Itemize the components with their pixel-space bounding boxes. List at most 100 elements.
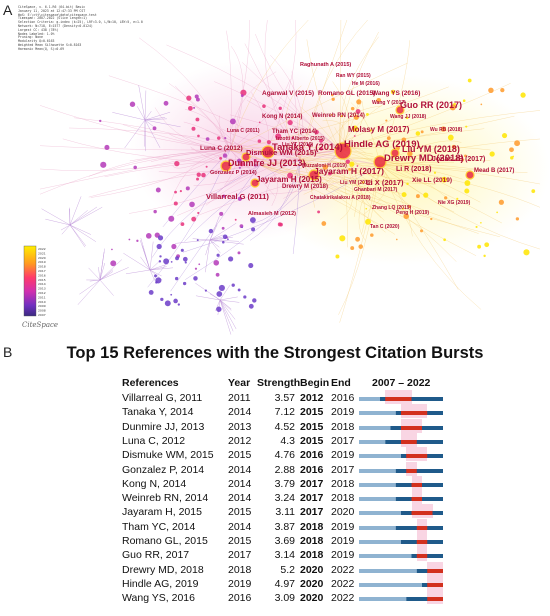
network-node [168, 215, 175, 222]
network-node [160, 297, 164, 302]
network-edge [229, 19, 250, 151]
network-edge [229, 149, 300, 161]
network-edge [292, 159, 301, 254]
network-edge [339, 19, 342, 151]
network-node [365, 112, 369, 116]
network-edge [144, 117, 166, 121]
network-edge [209, 234, 224, 241]
network-node [345, 159, 350, 164]
network-edge [209, 239, 244, 245]
network-edge [299, 19, 368, 161]
network-edge [299, 159, 315, 208]
network-node [441, 176, 448, 183]
network-node [155, 187, 161, 193]
burst-table-row: Dunmire JJ, 2013 2013 4.52 2015 2018 [0, 418, 550, 435]
network-node [157, 235, 164, 241]
end-cell: 2020 [331, 506, 355, 519]
reference-cell: Gonzalez P, 2014 [122, 463, 205, 476]
burst-table-row: Gonzalez P, 2014 2014 2.88 2016 2017 [0, 461, 550, 478]
network-edge [259, 164, 279, 206]
network-edge [299, 158, 383, 183]
network-node [129, 101, 136, 107]
strength-cell: 4.97 [274, 577, 295, 590]
network-node [99, 119, 102, 123]
network-node [217, 136, 221, 140]
end-cell: 2018 [331, 492, 355, 505]
network-node [464, 154, 467, 158]
pre-publication-segment [359, 468, 396, 473]
reference-cell: Jayaram H, 2015 [122, 506, 202, 519]
network-node [104, 144, 110, 151]
network-node [241, 226, 243, 229]
network-node [327, 171, 332, 176]
network-node [111, 248, 113, 251]
network-edge [170, 164, 261, 292]
network-node [365, 207, 368, 210]
network-node [216, 306, 222, 312]
network-node [179, 190, 182, 193]
node-label: Peng H (2019) [396, 210, 429, 216]
network-node [240, 94, 244, 98]
network-node [376, 97, 382, 103]
begin-cell: 2018 [300, 549, 324, 562]
network-node [278, 106, 282, 111]
burst-timeline [359, 397, 443, 401]
pre-publication-segment [359, 482, 396, 487]
burst-timeline [359, 497, 443, 502]
network-edge [139, 37, 231, 151]
header-end: End [331, 377, 351, 389]
legend-year-label: 2007 [38, 313, 46, 317]
network-node [216, 291, 223, 297]
network-node [128, 238, 131, 241]
network-edge [299, 159, 477, 256]
network-edge [277, 149, 341, 156]
network-edge [219, 299, 240, 303]
year-cell: 2014 [228, 477, 252, 490]
node-label: Chatakirikalakou A (2018) [310, 195, 371, 201]
network-node [100, 161, 107, 168]
network-node [228, 256, 234, 262]
network-node [340, 114, 344, 118]
network-edge [144, 119, 161, 148]
hub-node [220, 160, 232, 172]
network-edge [175, 239, 211, 244]
network-edge [45, 218, 71, 226]
network-node [488, 87, 494, 94]
pre-publication-segment [359, 411, 396, 416]
network-node [262, 104, 266, 108]
network-edge [69, 224, 87, 247]
network-node [407, 91, 410, 94]
end-cell: 2017 [331, 463, 355, 476]
network-edge [255, 164, 381, 195]
network-edge [306, 39, 341, 151]
strength-cell: 7.12 [274, 406, 295, 419]
year-cell: 2016 [228, 592, 252, 605]
burst-segment [416, 540, 428, 544]
network-node [219, 156, 223, 160]
network-node [136, 239, 139, 242]
network-edge [77, 279, 101, 305]
network-edge [379, 164, 458, 208]
network-node [145, 233, 152, 239]
network-edge [209, 223, 237, 241]
network-node [195, 117, 200, 122]
end-cell: 2022 [331, 592, 355, 605]
network-node [275, 133, 282, 140]
network-edge [88, 159, 301, 198]
network-header-line: Network: N=718, E=1577 (Density=0.0124) [18, 23, 93, 28]
burst-segment [416, 525, 428, 530]
network-edge [195, 283, 221, 301]
end-cell: 2017 [331, 434, 355, 447]
pre-publication-segment [359, 540, 401, 544]
network-node [319, 146, 324, 151]
burst-timeline [359, 540, 443, 544]
network-node [193, 106, 196, 109]
network-node [174, 276, 179, 281]
network-node [331, 97, 335, 101]
begin-cell: 2018 [300, 520, 324, 533]
network-edge [286, 85, 302, 161]
hub-node [261, 145, 275, 159]
end-cell: 2019 [331, 520, 355, 533]
network-header-line: Modularity Q=0.6163 [18, 39, 55, 44]
network-edge [149, 267, 174, 271]
